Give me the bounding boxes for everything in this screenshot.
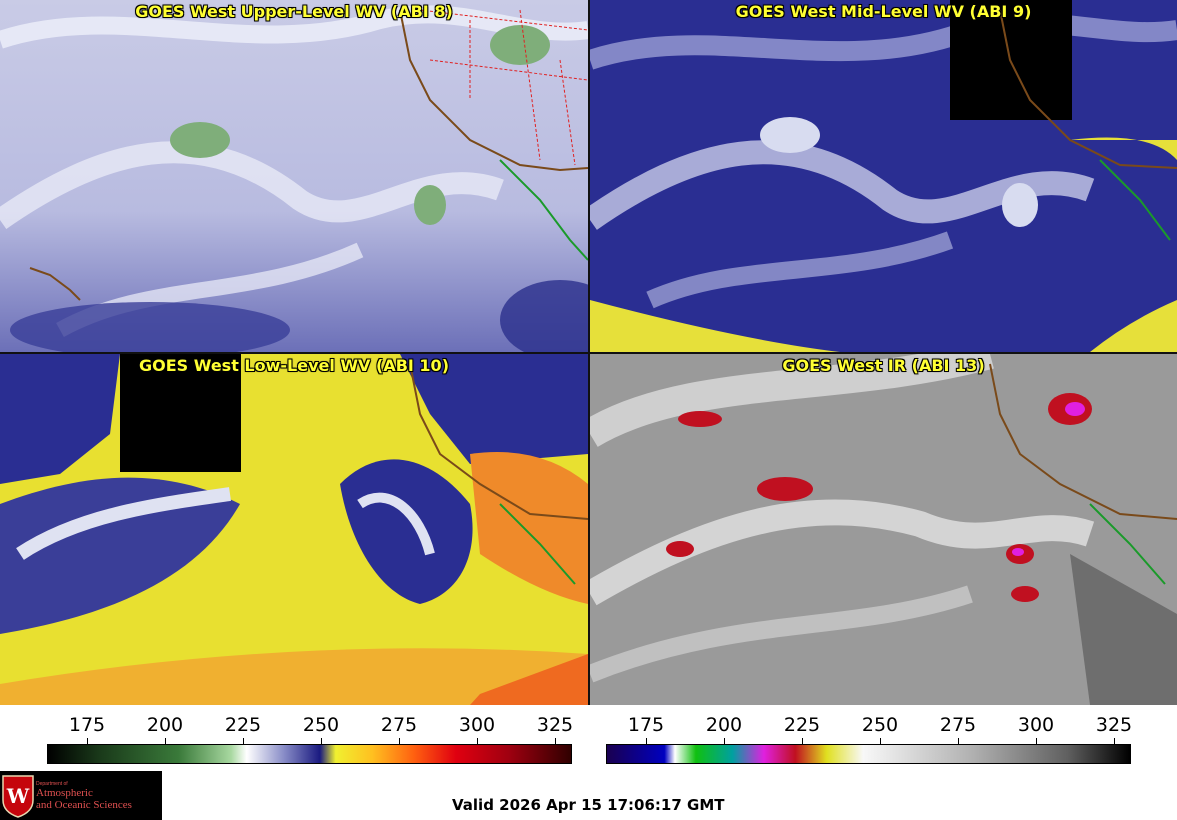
aos-logo[interactable]: W Department of Atmospheric and Oceanic … xyxy=(0,771,162,820)
upper-wv-title: GOES West Upper-Level WV (ABI 8) xyxy=(135,2,453,21)
ir-image xyxy=(590,354,1177,705)
logo-line-3: and Oceanic Sciences xyxy=(36,799,132,811)
wv-tick-label: 325 xyxy=(536,714,574,736)
ir-tick xyxy=(802,738,803,744)
ir-title: GOES West IR (ABI 13) xyxy=(782,356,985,375)
ir-tick xyxy=(724,738,725,744)
panel-ir: GOES West IR (ABI 13) xyxy=(590,354,1177,705)
mid-wv-image xyxy=(590,0,1177,352)
wv-tick-label: 200 xyxy=(146,714,184,736)
wv-tick-label: 225 xyxy=(224,714,262,736)
wv-colorbar xyxy=(47,744,572,764)
ir-tick-label: 325 xyxy=(1095,714,1133,736)
ir-colorbar xyxy=(606,744,1131,764)
ir-tick xyxy=(1036,738,1037,744)
wv-tick-label: 250 xyxy=(302,714,340,736)
wv-tick xyxy=(87,738,88,744)
panel-low-wv: GOES West Low-Level WV (ABI 10) xyxy=(0,354,588,705)
ir-tick-label: 300 xyxy=(1017,714,1055,736)
wv-tick xyxy=(477,738,478,744)
upper-wv-image xyxy=(0,0,588,352)
panel-upper-wv: GOES West Upper-Level WV (ABI 8) xyxy=(0,0,588,352)
ir-tick xyxy=(880,738,881,744)
low-wv-image xyxy=(0,354,588,705)
ir-tick xyxy=(646,738,647,744)
uw-seal-icon: W xyxy=(2,775,34,818)
wv-tick-label: 275 xyxy=(380,714,418,736)
panel-mid-wv: GOES West Mid-Level WV (ABI 9) xyxy=(590,0,1177,352)
ir-tick-label: 275 xyxy=(939,714,977,736)
wv-tick xyxy=(243,738,244,744)
mid-wv-title: GOES West Mid-Level WV (ABI 9) xyxy=(735,2,1032,21)
wv-tick xyxy=(555,738,556,744)
ir-tick-label: 225 xyxy=(783,714,821,736)
wv-tick xyxy=(321,738,322,744)
valid-timestamp: Valid 2026 Apr 15 17:06:17 GMT xyxy=(452,796,725,814)
logo-line-1: Department of xyxy=(36,781,68,787)
ir-tick xyxy=(958,738,959,744)
low-wv-title: GOES West Low-Level WV (ABI 10) xyxy=(138,356,449,375)
wv-tick-label: 175 xyxy=(68,714,106,736)
wv-tick-label: 300 xyxy=(458,714,496,736)
ir-tick-label: 200 xyxy=(705,714,743,736)
ir-tick xyxy=(1114,738,1115,744)
panel-divider-horizontal xyxy=(0,352,1177,354)
wv-tick xyxy=(399,738,400,744)
seal-letter: W xyxy=(6,784,30,808)
wv-tick xyxy=(165,738,166,744)
logo-line-2: Atmospheric xyxy=(36,787,93,799)
ir-tick-label: 250 xyxy=(861,714,899,736)
ir-tick-label: 175 xyxy=(627,714,665,736)
